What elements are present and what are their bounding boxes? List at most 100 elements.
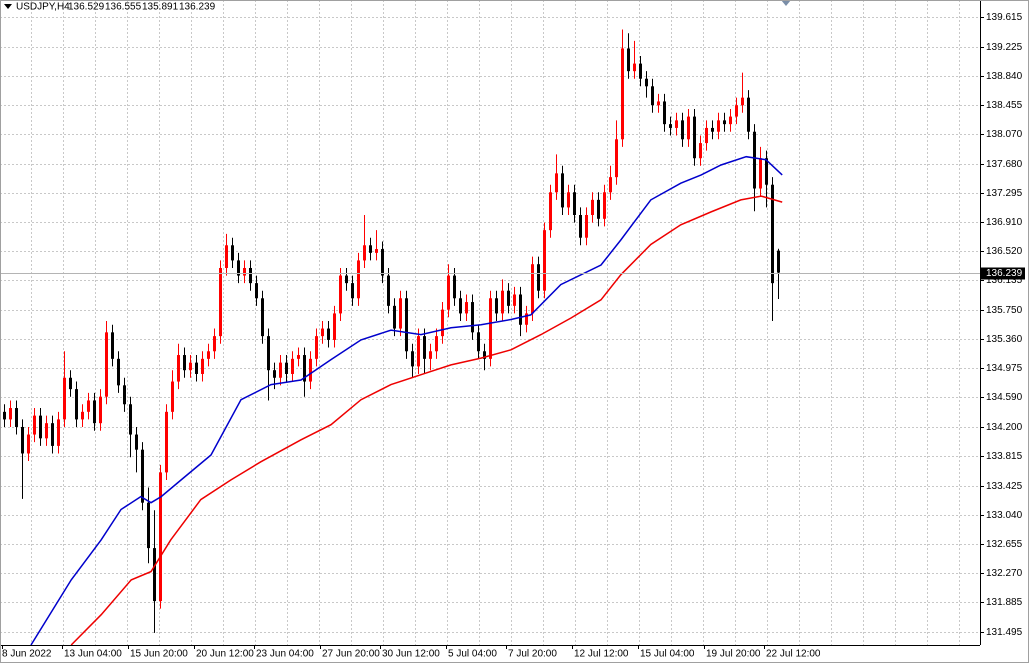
candle-body xyxy=(177,355,180,382)
candle-body xyxy=(267,336,270,371)
candle-body xyxy=(489,298,492,359)
y-tick-label: 138.455 xyxy=(986,100,1023,111)
candle-body xyxy=(387,275,390,306)
y-tick-label: 137.295 xyxy=(986,188,1023,199)
candle-body xyxy=(423,336,426,359)
symbol-label: USDJPY,H4 xyxy=(16,2,70,13)
candle-body xyxy=(57,419,60,446)
candle-body xyxy=(273,370,276,378)
header-open: 136.529 xyxy=(68,2,105,13)
y-tick-label: 139.615 xyxy=(986,12,1023,23)
candle-body xyxy=(543,230,546,291)
candle-body xyxy=(447,275,450,310)
x-tick-label: 13 Jun 04:00 xyxy=(64,649,122,660)
x-tick-label: 20 Jun 12:00 xyxy=(196,649,254,660)
candle-body xyxy=(9,408,12,420)
candle-body xyxy=(225,245,228,268)
x-tick-label: 27 Jun 20:00 xyxy=(322,649,380,660)
candle-body xyxy=(291,358,294,374)
candle-body xyxy=(81,411,84,420)
header-high: 136.555 xyxy=(105,2,142,13)
candle-body xyxy=(711,127,714,132)
candle-body xyxy=(681,120,684,140)
y-tick-label: 132.270 xyxy=(986,568,1023,579)
candle-body xyxy=(303,355,306,382)
candle-body xyxy=(435,336,438,352)
grid xyxy=(0,0,980,645)
candle-body xyxy=(333,313,336,340)
candle-body xyxy=(63,377,66,420)
candle-body xyxy=(351,283,354,299)
candle-body xyxy=(75,389,78,420)
candle-body xyxy=(15,408,18,427)
y-tick-label: 139.225 xyxy=(986,42,1023,53)
x-tick-label: 5 Jul 04:00 xyxy=(448,649,497,660)
candle-body xyxy=(453,275,456,299)
candle-body xyxy=(189,362,192,371)
candle-body xyxy=(21,426,24,454)
candle-body xyxy=(297,355,300,359)
candle-body xyxy=(639,63,642,79)
candle-body xyxy=(237,260,240,276)
candle-body xyxy=(597,199,600,219)
y-tick-label: 134.975 xyxy=(986,363,1023,374)
candle-body xyxy=(567,192,570,208)
candle-body xyxy=(429,351,432,359)
candle-body xyxy=(171,381,174,412)
candle-body xyxy=(141,449,144,503)
candle-body xyxy=(549,192,552,231)
candle-body xyxy=(519,294,522,325)
candle-body xyxy=(285,362,288,374)
candle-body xyxy=(219,267,222,337)
candle-body xyxy=(45,423,48,439)
shift-marker[interactable] xyxy=(781,0,791,6)
candle-body xyxy=(165,411,168,473)
candle-body xyxy=(33,415,36,435)
candle-body xyxy=(483,351,486,359)
candle-body xyxy=(309,358,312,382)
candle-body xyxy=(183,355,186,371)
candle-body xyxy=(669,124,672,128)
x-tick-label: 8 Jun 2022 xyxy=(2,649,52,660)
candle-body xyxy=(363,245,366,261)
y-tick-label: 133.425 xyxy=(986,481,1023,492)
candle-body xyxy=(345,275,348,284)
candle-body xyxy=(615,139,618,178)
candle-body xyxy=(129,404,132,435)
candle-body xyxy=(765,158,768,185)
candle-body xyxy=(381,249,384,276)
y-tick-label: 135.360 xyxy=(986,334,1023,345)
y-tick-label: 136.520 xyxy=(986,246,1023,257)
candle-body xyxy=(3,411,6,420)
candle-body xyxy=(249,267,252,284)
candle-body xyxy=(327,328,330,340)
candle-body xyxy=(69,377,72,390)
candle-body xyxy=(705,127,708,144)
candle-body xyxy=(123,385,126,405)
candle-body xyxy=(159,472,162,602)
candle-body xyxy=(39,415,42,439)
candle-body xyxy=(729,116,732,125)
candle-body xyxy=(411,351,414,367)
candle-body xyxy=(117,358,120,386)
candle-body xyxy=(321,328,324,337)
candle-body xyxy=(477,332,480,352)
y-tick-label: 136.135 xyxy=(986,275,1023,286)
candle-body xyxy=(255,283,258,299)
y-tick-label: 135.750 xyxy=(986,305,1023,316)
y-tick-label: 133.040 xyxy=(986,510,1023,521)
candle-body xyxy=(195,362,198,374)
candle-body xyxy=(645,78,648,87)
candle-body xyxy=(537,264,540,291)
candle-body xyxy=(663,101,666,125)
candle-body xyxy=(87,400,90,412)
y-tick-label: 133.815 xyxy=(986,451,1023,462)
x-tick-label: 30 Jun 12:00 xyxy=(382,649,440,660)
candle-body xyxy=(99,396,102,424)
candle-body xyxy=(771,184,774,284)
candle-body xyxy=(693,116,696,159)
menu-arrow[interactable] xyxy=(4,4,12,9)
x-tick-label: 7 Jul 20:00 xyxy=(508,649,557,660)
candle-body xyxy=(501,290,504,314)
candle-body xyxy=(339,275,342,314)
